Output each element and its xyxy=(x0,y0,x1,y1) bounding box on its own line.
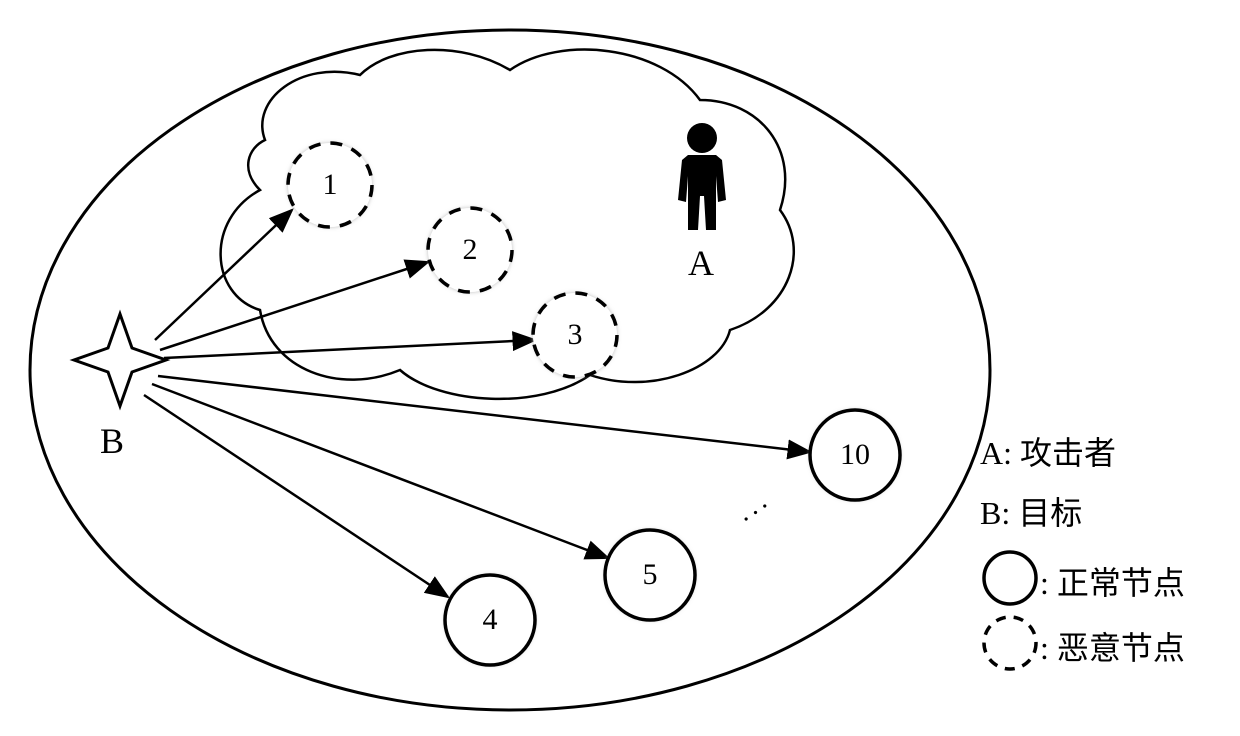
attacker-icon xyxy=(678,123,726,230)
label-a: A xyxy=(688,242,714,284)
legend-normal-icon xyxy=(984,552,1036,604)
arrow-4 xyxy=(144,395,448,597)
arrow-1 xyxy=(155,210,292,340)
target-star xyxy=(74,314,166,406)
node-label-4: 4 xyxy=(483,603,498,637)
legend-malicious-icon xyxy=(984,617,1036,669)
arrow-5 xyxy=(152,384,608,558)
label-b: B xyxy=(100,420,124,462)
arrow-3 xyxy=(164,340,535,358)
node-label-3: 3 xyxy=(568,318,583,352)
node-label-1: 1 xyxy=(323,168,338,202)
legend-normal: : 正常节点 xyxy=(1040,558,1185,604)
legend-a: A: 攻击者 xyxy=(980,428,1116,474)
arrow-10 xyxy=(158,376,810,452)
legend-b: B: 目标 xyxy=(980,488,1082,534)
legend-malicious: : 恶意节点 xyxy=(1040,623,1185,669)
node-label-10: 10 xyxy=(840,438,870,472)
arrow-2 xyxy=(160,262,428,350)
node-label-2: 2 xyxy=(463,233,478,267)
normal-nodes xyxy=(445,410,900,665)
node-label-5: 5 xyxy=(643,558,658,592)
